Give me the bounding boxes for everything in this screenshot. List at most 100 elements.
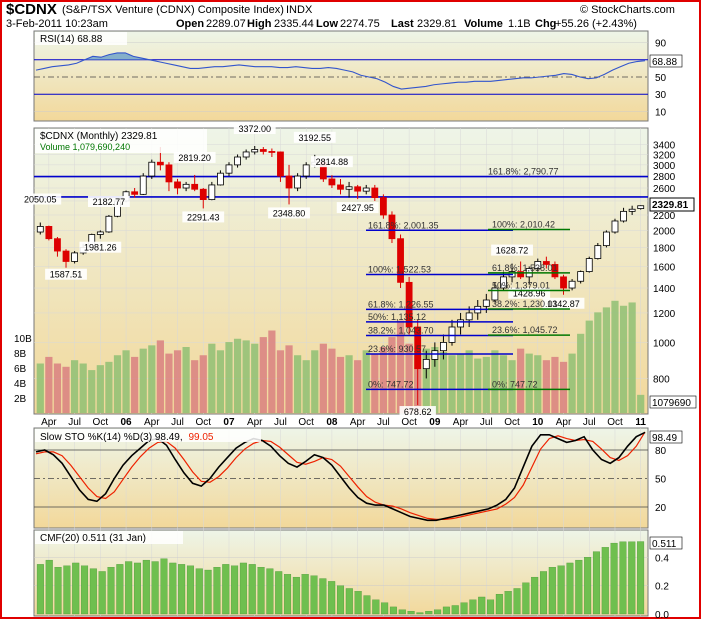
candle [234, 154, 241, 168]
candle-body [148, 161, 156, 177]
candle-body [448, 326, 456, 343]
cmf-bar [266, 568, 274, 615]
cmf-bar [186, 565, 194, 615]
candle-body [251, 149, 259, 153]
cmf-bar [539, 571, 548, 615]
candle [71, 251, 79, 264]
price-current-tag: 2329.81 [649, 197, 695, 212]
candle-body [465, 312, 473, 321]
candle-body [139, 175, 147, 195]
volume-bar [173, 350, 182, 413]
x-tick-label: Oct [607, 417, 623, 428]
cmf-bar [637, 541, 645, 615]
candle-body [577, 271, 585, 282]
volume-bar [431, 347, 439, 413]
candle [268, 148, 276, 158]
annotation-bg [88, 195, 130, 207]
volume-bar [148, 345, 156, 413]
volume-bar [602, 307, 611, 413]
candle [560, 274, 567, 295]
cmf-bar [416, 612, 424, 615]
volume-bar [113, 355, 122, 413]
chg-label: Chg [535, 18, 556, 30]
cmf-bar [319, 578, 327, 615]
candle-body [71, 252, 79, 262]
annotation-text: 1981.26 [84, 243, 117, 253]
candle-body [54, 238, 61, 252]
cmf-bar [442, 606, 450, 615]
price-annotation: 2348.80 [268, 207, 310, 219]
volume-bar [371, 353, 379, 413]
cmf-bar [592, 551, 600, 615]
cmf-bar [531, 576, 539, 615]
candle [191, 174, 199, 192]
volume-bar [36, 363, 44, 413]
volume-bar [499, 355, 508, 413]
candle-body [345, 186, 353, 190]
fib-bottom-label: 100%: 1,522.53 [368, 264, 431, 274]
sto-k-line [35, 431, 646, 522]
volume-bar [165, 353, 173, 413]
cmf-bar [354, 591, 362, 615]
candle [602, 230, 610, 248]
volume-bar [105, 361, 113, 413]
volume-bar [465, 350, 473, 413]
annotation-bg [399, 406, 436, 418]
price-annotation: 1342.87 [542, 297, 585, 309]
volume-bar [508, 360, 516, 413]
x-tick-label: Jul [171, 417, 184, 428]
price-annotation: 2182.77 [88, 195, 130, 207]
cmf-tick-label: 0.2 [655, 582, 669, 593]
x-tick-label: Oct [401, 417, 417, 428]
candle [577, 270, 585, 284]
volume-bar [345, 355, 353, 413]
price-tick-label: 1600 [653, 262, 676, 273]
x-tick-label: Jul [274, 417, 287, 428]
sto-current-tag: 98.49 [649, 430, 683, 444]
cmf-bar [63, 565, 71, 615]
fib-top-label: 50%: 1,379.01 [492, 280, 550, 290]
candle [182, 181, 190, 192]
volume-bar [302, 360, 310, 413]
svg-text:98.49: 98.49 [652, 433, 677, 444]
candle [397, 234, 404, 289]
volume-bar [191, 360, 199, 413]
candle-body [482, 299, 490, 307]
x-tick-label: Jul [68, 417, 81, 428]
price-tick-label: 1800 [653, 243, 676, 254]
cmf-bar [151, 561, 159, 615]
volume-bar [259, 337, 267, 413]
volume-bar [328, 348, 336, 413]
volume-tick-label: 8B [14, 349, 27, 360]
candle [534, 258, 542, 272]
fib-bottom-label: 61.8%: 1,226.55 [368, 299, 434, 309]
volume-bar [216, 350, 225, 413]
candle [105, 214, 113, 233]
candle-body [379, 197, 387, 216]
annotation-bg [311, 156, 353, 168]
volume-bar [637, 394, 645, 413]
volume-bar [276, 350, 285, 413]
volume-bar [542, 360, 550, 413]
cmf-bar [275, 571, 283, 615]
x-tick-label: Apr [556, 417, 572, 428]
x-tick-label: Oct [195, 417, 211, 428]
annotation-text: 3192.55 [298, 133, 331, 143]
volume-bar [585, 320, 593, 413]
volume-bar [225, 342, 233, 413]
candle-body [594, 245, 602, 259]
cmf-bar [336, 585, 345, 615]
candle [225, 162, 233, 177]
price-annotation: 3372.00 [233, 122, 276, 134]
annotation-bg [19, 193, 62, 205]
sto-tick-label: 50 [655, 475, 667, 486]
candle [611, 218, 619, 234]
cmf-bar [407, 611, 415, 615]
annotation-bg [336, 202, 379, 214]
candle [414, 319, 422, 406]
annotation-bg [293, 131, 336, 143]
sto-title: Slow STO %K(14) %D(3) 98.49, 99.05 [35, 429, 261, 443]
cmf-bar [513, 588, 521, 615]
cmf-bar [72, 562, 80, 615]
fib-top-label: 0%: 747.72 [492, 379, 538, 389]
